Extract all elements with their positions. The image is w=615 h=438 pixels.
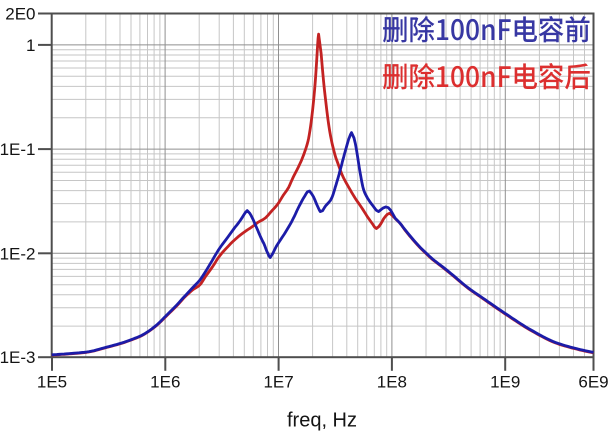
svg-text:1E-3: 1E-3 (0, 348, 36, 367)
svg-text:1E6: 1E6 (150, 373, 180, 392)
svg-text:2E0: 2E0 (5, 5, 35, 24)
svg-text:1: 1 (26, 36, 35, 55)
svg-text:1E-2: 1E-2 (0, 244, 36, 263)
svg-text:1E-1: 1E-1 (0, 140, 36, 159)
svg-text:6E9: 6E9 (578, 373, 608, 392)
svg-text:1E7: 1E7 (263, 373, 293, 392)
svg-text:freq, Hz: freq, Hz (287, 410, 357, 432)
svg-text:1E8: 1E8 (377, 373, 407, 392)
svg-text:1E5: 1E5 (37, 373, 67, 392)
svg-text:1E9: 1E9 (490, 373, 520, 392)
